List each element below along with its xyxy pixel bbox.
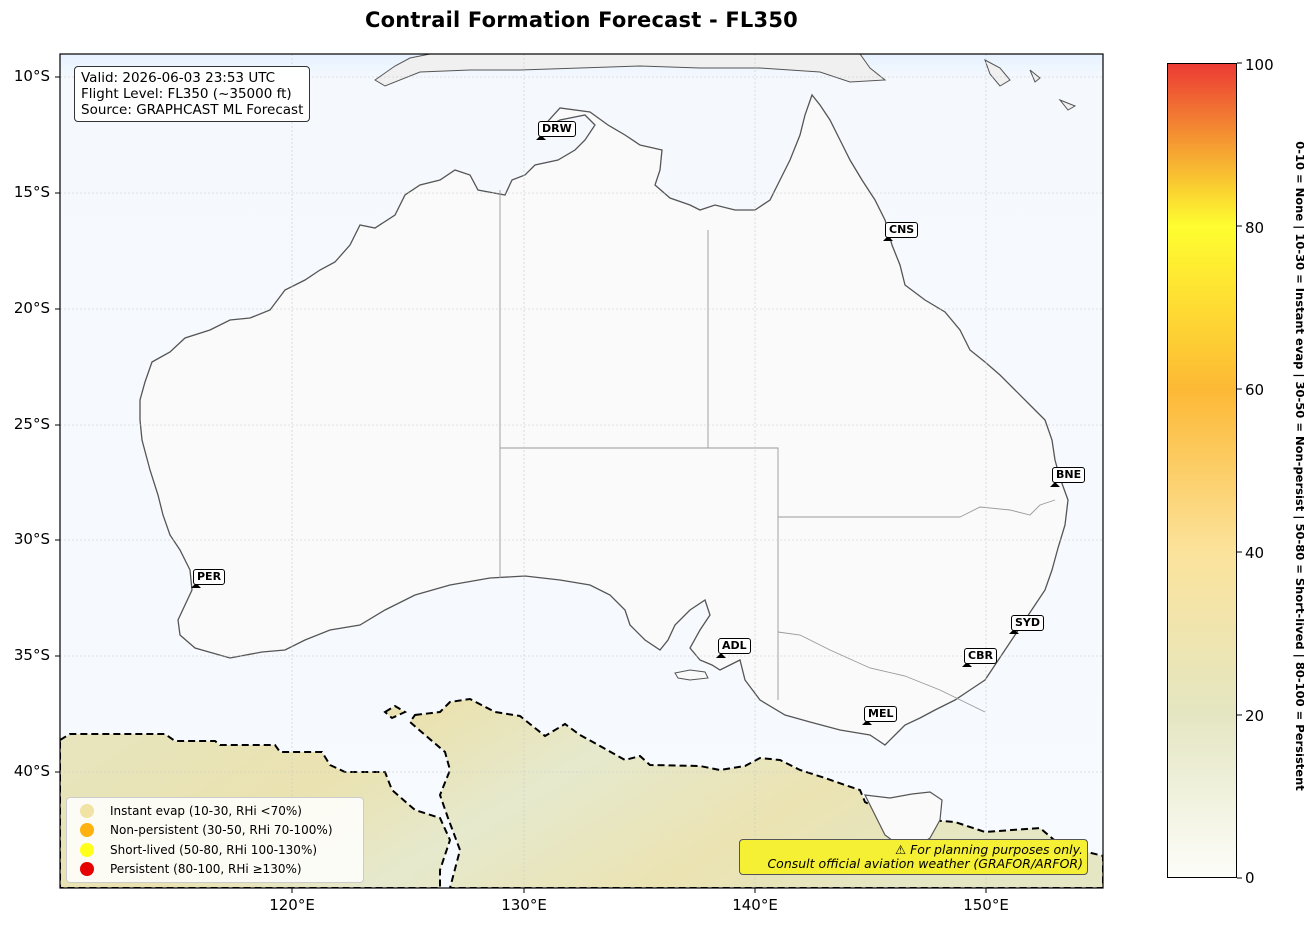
legend-dot-icon (80, 862, 94, 877)
legend-item-instant-evap: Instant evap (10-30, RHi <70%) (67, 801, 363, 821)
city-marker-icon (191, 583, 201, 588)
city-label-cbr[interactable]: CBR (964, 648, 997, 664)
chart-title: Contrail Formation Forecast - FL350 (365, 8, 798, 32)
pacific-islands (984, 58, 1077, 111)
colorbar-tick-20: 20 (1245, 707, 1265, 725)
kangaroo-island (674, 669, 709, 681)
forecast-source: Source: GRAPHCAST ML Forecast (81, 102, 304, 118)
lat-tick-20S: 20°S (13, 299, 50, 317)
city-marker-icon (536, 135, 546, 140)
colorbar-tick-100: 100 (1245, 56, 1274, 74)
legend-dot-icon (80, 842, 94, 857)
colorbar-tick-60: 60 (1245, 381, 1265, 399)
warning-line-1: ⚠ For planning purposes only. (895, 842, 1083, 857)
legend-item-persistent: Persistent (80-100, RHi ≥130%) (67, 860, 363, 880)
city-label-adl[interactable]: ADL (718, 638, 751, 654)
city-marker-icon (716, 653, 726, 658)
city-label-per[interactable]: PER (193, 569, 226, 585)
legend: Instant evap (10-30, RHi <70%) Non-persi… (66, 797, 364, 883)
city-label-mel[interactable]: MEL (864, 706, 898, 722)
gridlines (60, 54, 1103, 888)
city-marker-icon (883, 236, 893, 241)
lat-tick-10S: 10°S (13, 67, 50, 85)
colorbar-tick-40: 40 (1245, 544, 1265, 562)
plot-frame (59, 53, 1104, 889)
colorbar-label: 0-10 = None | 10-30 = Instant evap | 30-… (1293, 141, 1304, 791)
lat-tick-30S: 30°S (13, 530, 50, 548)
legend-label: Persistent (80-100, RHi ≥130%) (110, 862, 302, 877)
city-label-cns[interactable]: CNS (885, 222, 919, 238)
legend-item-non-persistent: Non-persistent (30-50, RHi 70-100%) (67, 821, 363, 841)
colorbar-tick-80: 80 (1245, 219, 1265, 237)
lat-tick-40S: 40°S (13, 762, 50, 780)
forecast-info-box: Valid: 2026-06-03 23:53 UTC Flight Level… (74, 66, 311, 122)
legend-dot-icon (80, 823, 94, 838)
state-borders (499, 190, 1056, 713)
tasmania-landmass (863, 791, 943, 849)
planning-warning-box: ⚠ For planning purposes only. Consult of… (739, 839, 1088, 875)
city-marker-icon (1050, 482, 1060, 487)
legend-item-short-lived: Short-lived (50-80, RHi 100-130%) (67, 840, 363, 860)
legend-label: Short-lived (50-80, RHi 100-130%) (110, 842, 318, 857)
city-marker-icon (962, 662, 972, 667)
city-marker-icon (862, 720, 872, 725)
new-guinea-landmass (374, 54, 887, 87)
legend-dot-icon (80, 803, 94, 818)
lat-tick-15S: 15°S (13, 183, 50, 201)
australia-landmass (139, 93, 1069, 746)
legend-label: Instant evap (10-30, RHi <70%) (110, 803, 302, 818)
legend-label: Non-persistent (30-50, RHi 70-100%) (110, 823, 333, 838)
city-marker-icon (1009, 629, 1019, 634)
valid-time: Valid: 2026-06-03 23:53 UTC (81, 70, 276, 86)
colorbar (1167, 63, 1237, 878)
warning-line-2: Consult official aviation weather (GRAFO… (767, 856, 1083, 871)
lat-tick-35S: 35°S (13, 646, 50, 664)
lon-tick-140E: 140°E (732, 896, 778, 914)
lat-tick-25S: 25°S (13, 415, 50, 433)
city-label-bne[interactable]: BNE (1052, 467, 1086, 483)
city-label-syd[interactable]: SYD (1011, 615, 1045, 631)
lon-tick-130E: 130°E (501, 896, 547, 914)
colorbar-tick-0: 0 (1245, 869, 1255, 887)
flight-level: Flight Level: FL350 (~35000 ft) (81, 86, 292, 102)
lon-tick-120E: 120°E (269, 896, 315, 914)
lon-tick-150E: 150°E (963, 896, 1009, 914)
city-label-drw[interactable]: DRW (538, 121, 576, 137)
